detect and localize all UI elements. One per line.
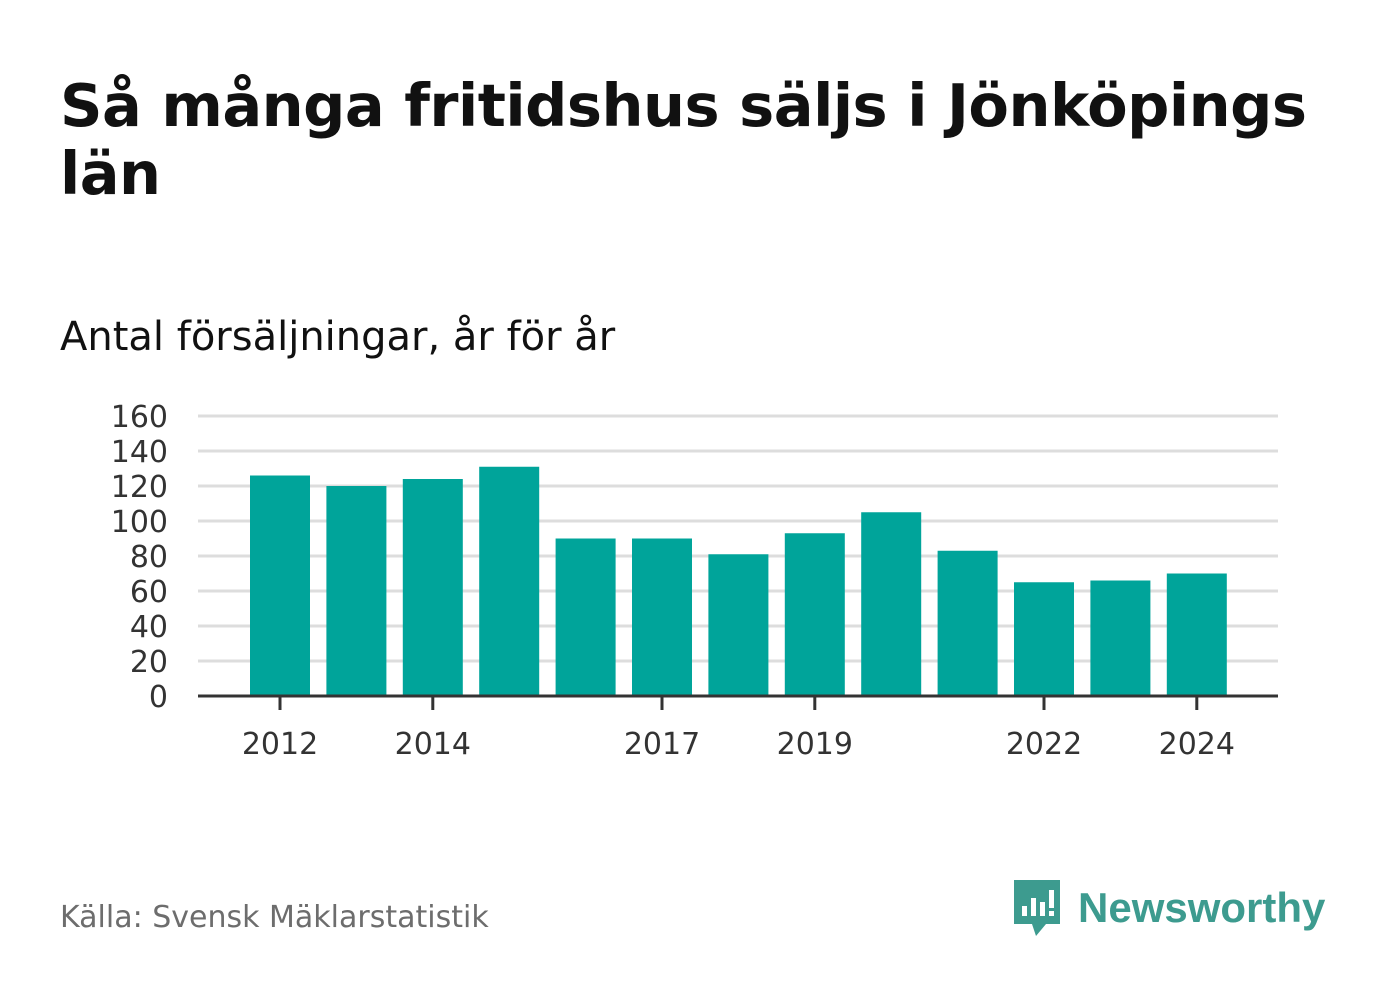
bar-2014 bbox=[402, 479, 463, 696]
x-tick-label: 2019 bbox=[777, 727, 853, 762]
brand-logo: Newsworthy bbox=[1010, 876, 1325, 940]
bar-2012 bbox=[250, 475, 310, 696]
x-tick-label: 2014 bbox=[395, 727, 471, 762]
bar-2020 bbox=[861, 512, 922, 696]
bar-2021 bbox=[937, 550, 998, 696]
newsworthy-logo-icon bbox=[1014, 880, 1060, 936]
bar-2022 bbox=[1014, 582, 1074, 696]
y-tick-label: 40 bbox=[130, 610, 168, 645]
y-tick-label: 140 bbox=[111, 435, 168, 470]
source-note: Källa: Svensk Mäklarstatistik bbox=[60, 900, 489, 935]
bar-2018 bbox=[708, 554, 769, 696]
bar-2017 bbox=[632, 538, 692, 696]
bar-2019 bbox=[784, 533, 845, 696]
y-tick-label: 80 bbox=[130, 540, 168, 575]
bar-2024 bbox=[1166, 573, 1227, 696]
bars bbox=[250, 466, 1227, 696]
y-tick-label: 100 bbox=[111, 505, 168, 540]
chart-subtitle: Antal försäljningar, år för år bbox=[60, 314, 616, 360]
x-tick-label: 2012 bbox=[242, 727, 318, 762]
bar-2015 bbox=[479, 466, 540, 696]
chart-title: Så många fritidshus säljs i Jönköpings l… bbox=[60, 71, 1307, 208]
y-tick-label: 60 bbox=[130, 575, 168, 610]
y-tick-label: 160 bbox=[111, 400, 168, 435]
bar-2016 bbox=[555, 538, 616, 696]
y-tick-label: 20 bbox=[130, 645, 168, 680]
x-tick-label: 2022 bbox=[1006, 727, 1082, 762]
x-tick-label: 2017 bbox=[624, 727, 700, 762]
x-tick-label: 2024 bbox=[1159, 727, 1235, 762]
y-tick-label: 0 bbox=[149, 680, 168, 715]
x-axis: 2012 2014 2017 2019 2022 2024 bbox=[198, 694, 1278, 762]
bar-2023 bbox=[1090, 580, 1151, 696]
bar-2013 bbox=[326, 486, 387, 696]
brand-name: Newsworthy bbox=[1078, 884, 1326, 931]
y-tick-label: 120 bbox=[111, 470, 168, 505]
